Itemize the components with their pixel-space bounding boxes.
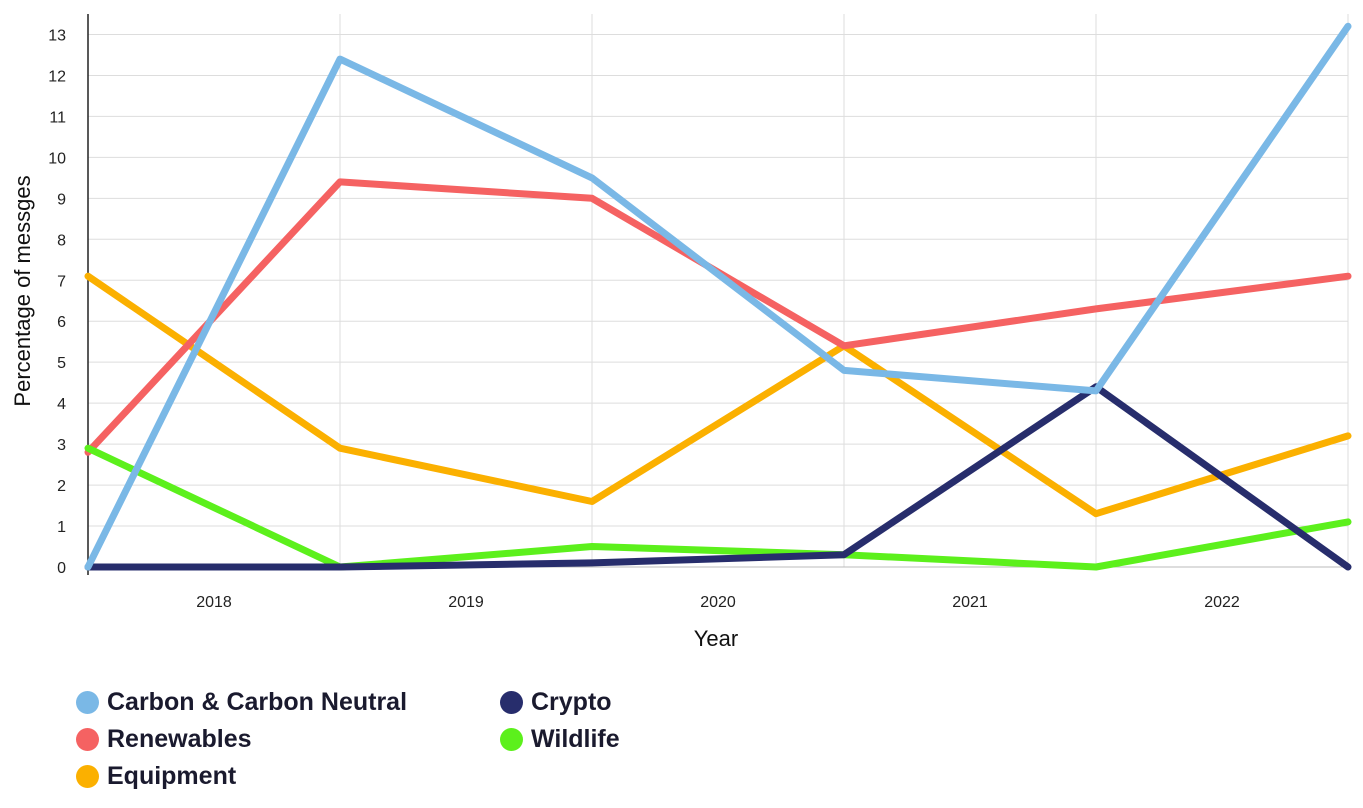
y-tick-label: 9 [57,191,66,208]
x-axis-title: Year [694,626,738,651]
y-tick-label: 10 [48,150,66,167]
legend-label: Renewables [107,725,252,753]
y-tick-label: 5 [57,355,66,372]
x-tick-label: 2020 [700,594,736,611]
y-tick-label: 3 [57,437,66,454]
y-tick-label: 8 [57,232,66,249]
legend-item: Carbon & Carbon Neutral [76,688,407,717]
chart-series-lines [84,22,1352,571]
legend-label: Crypto [531,688,612,716]
x-tick-label: 2022 [1204,594,1240,611]
y-tick-label: 0 [57,560,66,577]
legend-label: Wildlife [531,725,620,753]
legend-item: Renewables [76,725,252,754]
series-line-equipment [84,272,1352,518]
y-axis-title: Percentage of messges [10,175,35,406]
x-axis-ticks: 2018 2019 2020 2021 2022 [196,594,1240,611]
legend-item: Wildlife [500,725,620,754]
series-line-wildlife [84,444,1352,571]
y-tick-label: 13 [48,27,66,44]
series-line-carbon-carbon-neutral [84,22,1352,571]
y-tick-label: 4 [57,396,66,413]
y-tick-label: 6 [57,314,66,331]
x-tick-label: 2021 [952,594,988,611]
y-tick-label: 7 [57,273,66,290]
series-line-renewables [84,178,1352,456]
y-tick-label: 1 [57,519,66,536]
y-tick-label: 11 [49,109,66,126]
legend-item: Crypto [500,688,612,717]
legend-label: Equipment [107,762,237,790]
y-tick-label: 2 [57,478,66,495]
legend-label: Carbon & Carbon Neutral [107,688,408,716]
legend-item: Equipment [76,762,236,791]
series-line-crypto [84,383,1352,571]
y-tick-label: 12 [48,68,66,85]
legend-swatch [500,691,523,714]
legend-swatch [500,728,523,751]
x-tick-label: 2018 [196,594,232,611]
x-tick-label: 2019 [448,594,484,611]
legend-swatch [76,765,99,788]
legend-swatch [76,728,99,751]
legend-swatch [76,691,99,714]
chart-grid [87,14,1349,575]
